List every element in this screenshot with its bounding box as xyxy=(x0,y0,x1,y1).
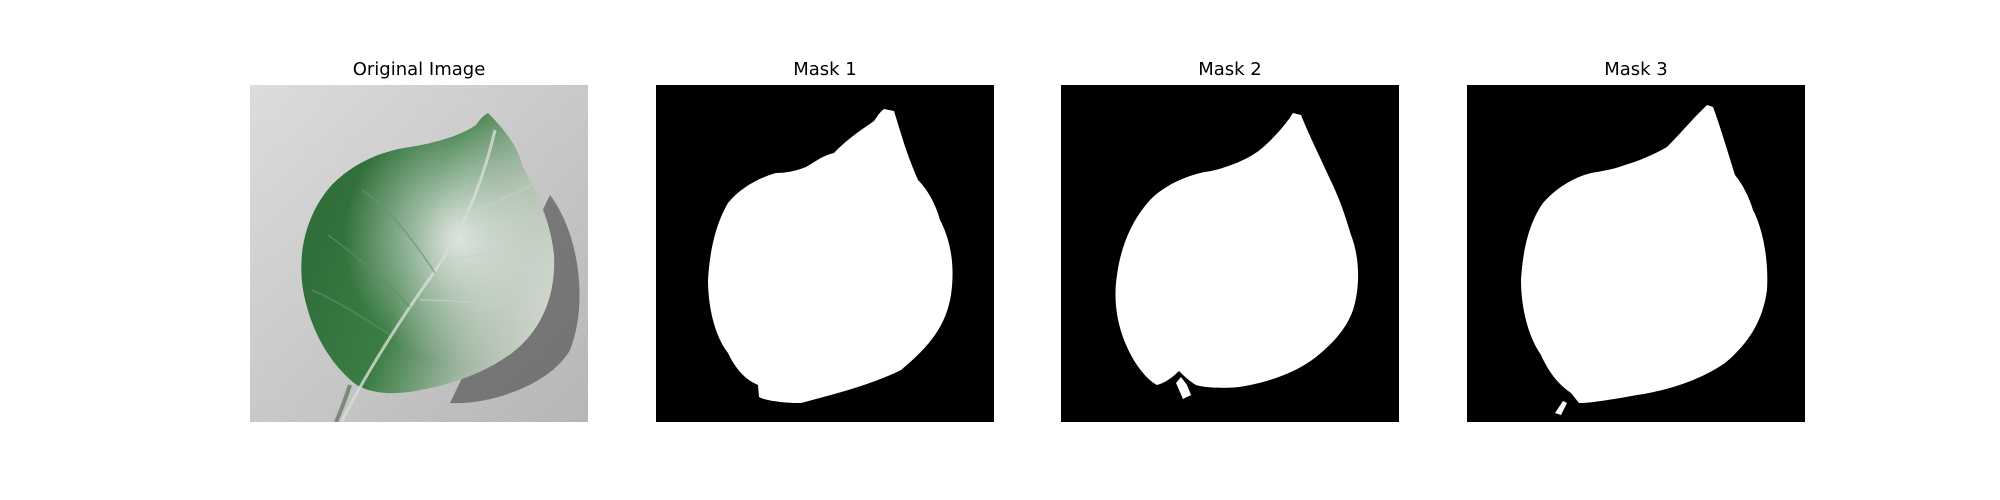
panel-title: Mask 3 xyxy=(1604,59,1668,80)
mask-3-image xyxy=(1467,85,1805,422)
mask-1-image xyxy=(656,85,994,422)
original-leaf-photo xyxy=(250,85,588,422)
panel-title: Mask 1 xyxy=(793,59,857,80)
panel-title: Original Image xyxy=(352,59,486,80)
panel-mask-2: Mask 2 xyxy=(1061,58,1399,422)
panel-original-image: Original Image xyxy=(250,58,588,422)
panel-mask-1: Mask 1 xyxy=(656,58,994,422)
panel-mask-3: Mask 3 xyxy=(1467,58,1805,422)
panel-title: Mask 2 xyxy=(1198,59,1262,80)
mask-2-image xyxy=(1061,85,1399,422)
